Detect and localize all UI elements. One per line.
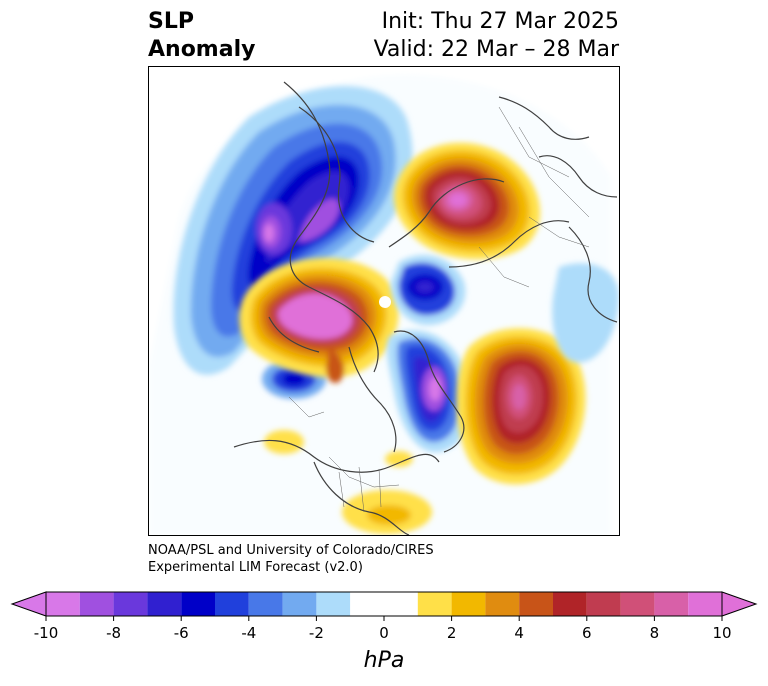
colorbar-extend-high xyxy=(721,591,758,617)
anomaly-center-bottom-positive xyxy=(264,430,432,534)
colorbar-bin xyxy=(586,592,621,616)
colorbar-tick-label: -6 xyxy=(174,624,189,642)
anomaly-weak-negative-east xyxy=(552,263,619,363)
colorbar-bin xyxy=(485,592,520,616)
credit-line-1: NOAA/PSL and University of Colorado/CIRE… xyxy=(148,543,434,558)
colorbar-bin xyxy=(46,592,80,616)
political-borders xyxy=(288,106,590,513)
coastlines xyxy=(233,81,618,535)
colorbar-bin xyxy=(654,592,689,616)
map-title: SLP Anomaly xyxy=(148,8,255,64)
colorbar-tick-label: 8 xyxy=(650,624,660,642)
anomaly-center-alaska xyxy=(239,258,399,383)
colorbar-tick-label: 10 xyxy=(712,624,731,642)
colorbar-ticks: -10 -8 -6 -4 -2 0 2 4 6 8 10 xyxy=(34,616,732,642)
colorbar-extend-low xyxy=(10,591,47,617)
colorbar-tick-label: -10 xyxy=(34,624,59,642)
init-date: Init: Thu 27 Mar 2025 xyxy=(381,9,619,34)
colorbar-bin xyxy=(553,592,587,616)
colorbar-bin xyxy=(282,592,317,616)
title-quantity: Anomaly xyxy=(148,37,256,62)
colorbar-bin xyxy=(147,592,182,616)
colorbar-bin xyxy=(181,592,215,616)
anomaly-center-north-atlantic xyxy=(456,328,586,485)
map-canvas xyxy=(149,74,619,535)
colorbar: -10 -8 -6 -4 -2 0 2 4 6 8 10 xyxy=(10,591,758,642)
colorbar-tick-label: -8 xyxy=(106,624,121,642)
colorbar-bin xyxy=(79,592,114,616)
colorbar-tick-label: -2 xyxy=(309,624,324,642)
colorbar-tick-label: 4 xyxy=(514,624,524,642)
colorbar-bin xyxy=(688,592,722,616)
colorbar-bin xyxy=(215,592,249,616)
colorbar-bin xyxy=(113,592,148,616)
title-variable: SLP xyxy=(148,9,194,34)
colorbar-tick-label: 6 xyxy=(582,624,592,642)
valid-range: Valid: 22 Mar – 28 Mar xyxy=(373,37,619,62)
colorbar-bins xyxy=(10,591,758,617)
colorbar-bin xyxy=(248,592,283,616)
colorbar-bin xyxy=(417,592,452,616)
anomaly-center-siberia xyxy=(394,142,541,260)
colorbar-tick-label: -4 xyxy=(241,624,256,642)
anomaly-center-europe-negative xyxy=(386,254,471,453)
colorbar-tick-label: 2 xyxy=(447,624,457,642)
credit-line-2: Experimental LIM Forecast (v2.0) xyxy=(148,560,363,575)
colorbar-bin xyxy=(316,592,351,616)
colorbar-tick-label: 0 xyxy=(379,624,389,642)
anomaly-map xyxy=(148,66,620,536)
colorbar-bin xyxy=(451,592,486,616)
north-pole-marker xyxy=(379,296,391,308)
colorbar-bin xyxy=(519,592,553,616)
colorbar-unit-label: hPa xyxy=(363,648,405,673)
colorbar-bin xyxy=(620,592,655,616)
colorbar-bin xyxy=(350,592,418,616)
forecast-dates: Init: Thu 27 Mar 2025 Valid: 22 Mar – 28… xyxy=(374,8,619,64)
credit-text: NOAA/PSL and University of Colorado/CIRE… xyxy=(148,542,434,576)
